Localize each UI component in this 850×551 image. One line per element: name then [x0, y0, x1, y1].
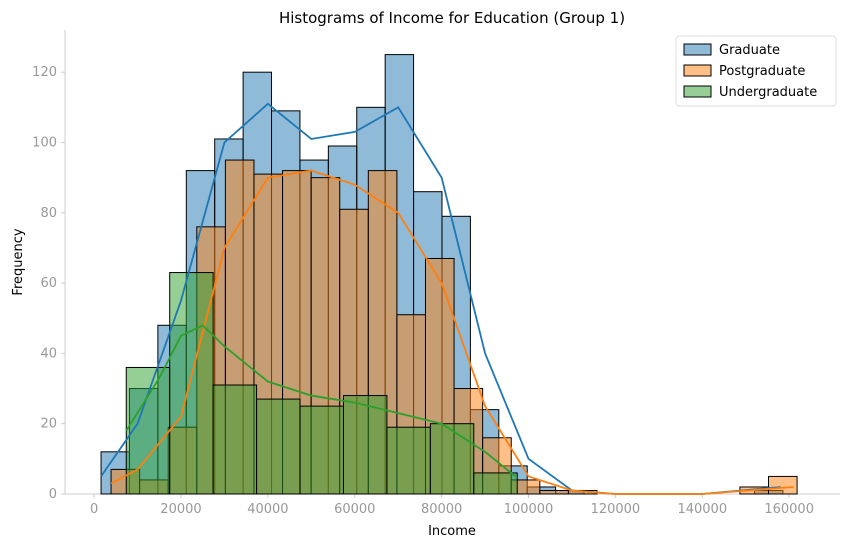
- y-tick-label: 0: [49, 487, 57, 502]
- y-tick-label: 120: [32, 65, 57, 80]
- bar: [473, 472, 518, 495]
- y-tick-label: 60: [40, 276, 57, 291]
- x-tick-label: 80000: [421, 502, 462, 517]
- legend-label: Postgraduate: [719, 64, 805, 79]
- x-tick-label: 140000: [677, 502, 727, 517]
- legend-label: Graduate: [719, 43, 780, 58]
- x-tick-label: 160000: [764, 502, 814, 517]
- legend-box: [675, 35, 837, 107]
- x-tick-label: 40000: [247, 502, 288, 517]
- x-tick-label: 120000: [591, 502, 641, 517]
- bar: [299, 405, 344, 495]
- y-tick-label: 20: [40, 417, 57, 432]
- bar: [169, 272, 214, 495]
- bar: [429, 423, 475, 495]
- x-axis-label: Income: [428, 524, 476, 539]
- legend-swatch: [683, 43, 712, 56]
- bar: [386, 426, 431, 495]
- bar: [256, 398, 301, 495]
- bar: [342, 395, 388, 495]
- y-tick-label: 40: [40, 346, 57, 361]
- legend-swatch: [683, 85, 712, 98]
- bar: [539, 489, 569, 495]
- bar: [212, 384, 258, 495]
- x-tick-label: 60000: [334, 502, 375, 517]
- chart-title: Histograms of Income for Education (Grou…: [279, 9, 625, 27]
- kde-line: [125, 324, 517, 478]
- legend-swatch: [683, 64, 712, 77]
- kde-line: [110, 169, 794, 495]
- x-tick-label: 100000: [504, 502, 554, 517]
- x-tick-label: 0: [90, 502, 98, 517]
- x-tick-label: 20000: [160, 502, 201, 517]
- y-tick-label: 80: [40, 206, 57, 221]
- y-tick-label: 100: [32, 135, 57, 150]
- y-axis-label: Frequency: [11, 228, 26, 295]
- bar: [767, 475, 798, 495]
- legend-label: Undergraduate: [719, 85, 817, 100]
